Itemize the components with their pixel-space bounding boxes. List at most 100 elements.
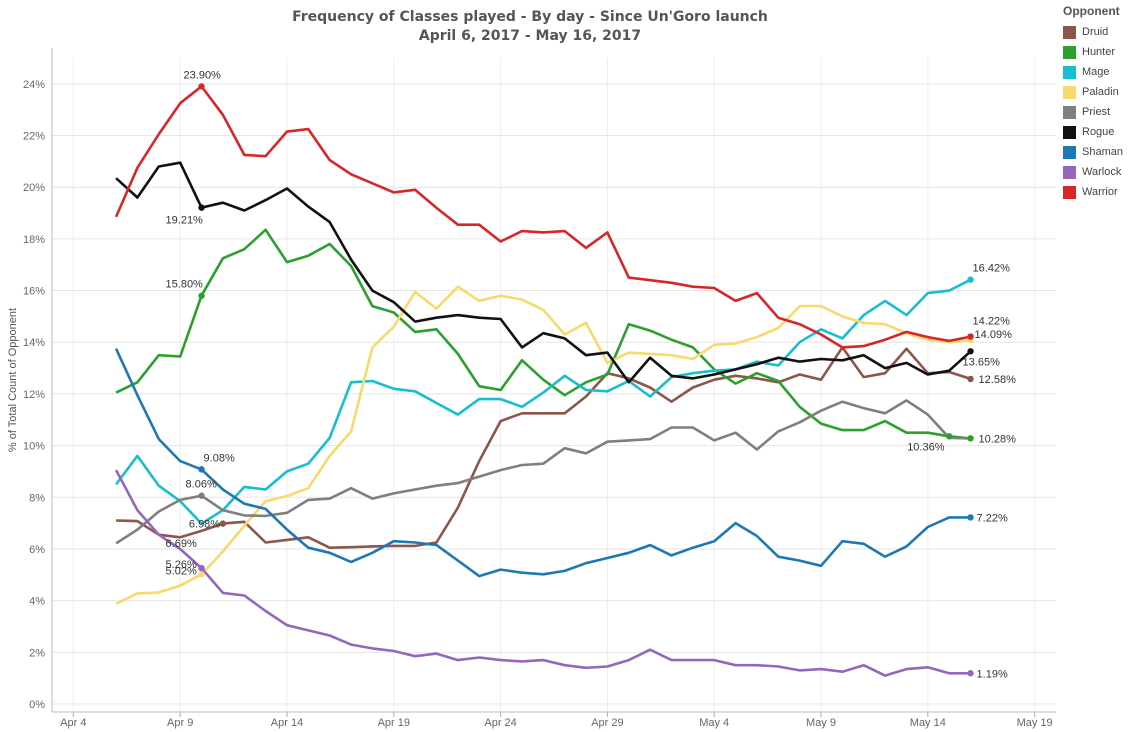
data-label-shaman: 9.08% (204, 452, 235, 464)
legend-swatch (1063, 85, 1076, 99)
data-point-priest (198, 492, 205, 499)
data-label-rogue: 13.65% (963, 356, 1001, 368)
y-tick-label: 14% (23, 337, 45, 349)
legend-swatch (1063, 145, 1076, 159)
x-tick-label: Apr 24 (484, 717, 516, 729)
data-labels: 6.98% 12.58% 15.80% 10.36% 10.28% 16.42% 5.02%… (166, 69, 1017, 680)
x-tick-label: Apr 9 (167, 717, 193, 729)
data-label-paladin: 5.02% (166, 565, 197, 577)
data-label-shaman: 7.22% (977, 512, 1008, 524)
legend-swatch (1063, 25, 1076, 39)
data-label-hunter: 15.80% (166, 279, 204, 291)
legend-label: Rogue (1082, 126, 1115, 138)
x-tick-label: Apr 4 (60, 717, 86, 729)
series-line-hunter (115, 228, 971, 440)
data-point-rogue (198, 204, 205, 211)
legend-item-druid[interactable]: Druid (1063, 22, 1129, 42)
legend-swatch (1063, 165, 1076, 179)
legend-swatch (1063, 65, 1076, 79)
legend-swatch (1063, 185, 1076, 199)
x-tick-label: May 19 (1017, 717, 1053, 729)
legend-item-mage[interactable]: Mage (1063, 62, 1129, 82)
legend-item-hunter[interactable]: Hunter (1063, 42, 1129, 62)
series-line-warlock (114, 469, 971, 677)
series-line-warrior (114, 85, 971, 349)
series-line-priest (115, 399, 971, 545)
data-label-priest: 8.06% (186, 479, 217, 491)
legend-label: Shaman (1082, 146, 1123, 158)
y-tick-label: 0% (29, 699, 45, 711)
x-tick-label: Apr 14 (271, 717, 303, 729)
data-point-druid (219, 520, 227, 527)
x-tick-label: May 4 (699, 717, 729, 729)
data-point-warrior (198, 83, 205, 90)
data-label-warlock: 5.26% (166, 559, 197, 571)
data-label-hunter: 10.36% (907, 441, 945, 453)
y-tick-label: 10% (23, 441, 45, 453)
legend-label: Priest (1082, 106, 1111, 118)
data-label-druid: 6.98% (189, 519, 220, 531)
legend-swatch (1063, 45, 1076, 59)
data-label-warrior: 14.22% (973, 316, 1011, 328)
data-label-paladin: 14.09% (975, 329, 1013, 341)
y-tick-label: 6% (29, 544, 45, 556)
data-point-warrior (967, 333, 974, 340)
legend-item-rogue[interactable]: Rogue (1063, 122, 1129, 142)
data-point-hunter (967, 435, 974, 442)
x-tick-label: May 9 (806, 717, 836, 729)
series-line-rogue (115, 161, 972, 384)
data-label-hunter: 10.28% (979, 433, 1017, 445)
data-label-warrior: 23.90% (184, 69, 222, 81)
y-tick-label: 16% (23, 286, 45, 298)
series-line-mage (115, 278, 972, 525)
x-tick-label: Apr 19 (378, 717, 410, 729)
data-point-hunter (945, 433, 953, 440)
data-label-druid: 12.58% (979, 374, 1017, 386)
legend-label: Warrior (1082, 186, 1118, 198)
y-tick-label: 24% (23, 79, 45, 91)
y-tick-label: 2% (29, 647, 45, 659)
series-line-shaman (114, 348, 971, 578)
legend-item-warrior[interactable]: Warrior (1063, 182, 1129, 202)
legend-item-warlock[interactable]: Warlock (1063, 162, 1129, 182)
legend-swatch (1063, 125, 1076, 139)
gridlines (52, 58, 1056, 712)
x-tick-label: Apr 29 (591, 717, 623, 729)
legend: Opponent Druid Hunter Mage Paladin Priest Rog… (1063, 4, 1129, 202)
data-point-shaman (967, 514, 974, 521)
legend-items: Druid Hunter Mage Paladin Priest Rogue Shaman W… (1063, 22, 1129, 202)
series-line-druid (116, 346, 971, 550)
data-point-warlock (198, 564, 205, 572)
data-label-warlock: 1.19% (977, 668, 1008, 680)
data-point-druid (967, 375, 974, 383)
data-point-warlock (967, 670, 974, 677)
y-tick-label: 12% (23, 389, 45, 401)
legend-label: Paladin (1082, 86, 1119, 98)
axes: 0% 2% 4% 6% 8% 10% 12% 14% 16% 18% 20% 22% 24% Apr 4 A… (23, 48, 1056, 729)
series-lines (114, 85, 972, 677)
y-tick-label: 4% (29, 596, 45, 608)
data-point-rogue (967, 348, 974, 355)
y-axis-title: % of Total Count of Opponent (7, 308, 19, 452)
legend-item-shaman[interactable]: Shaman (1063, 142, 1129, 162)
legend-item-paladin[interactable]: Paladin (1063, 82, 1129, 102)
data-point-mage (967, 276, 974, 283)
series-line-paladin (115, 285, 971, 605)
y-tick-label: 18% (23, 234, 45, 246)
data-point-paladin (198, 571, 205, 578)
legend-title: Opponent (1063, 4, 1120, 18)
y-tick-label: 22% (23, 131, 45, 143)
legend-label: Hunter (1082, 46, 1116, 58)
data-point-shaman (198, 466, 205, 473)
chart-title: Frequency of Classes played - By day - S… (292, 9, 768, 25)
legend-item-priest[interactable]: Priest (1063, 102, 1129, 122)
x-tick-label: May 14 (910, 717, 946, 729)
data-point-hunter (198, 292, 205, 299)
legend-label: Mage (1082, 66, 1110, 78)
data-label-rogue: 19.21% (166, 215, 204, 227)
y-tick-label: 8% (29, 492, 45, 504)
y-tick-label: 20% (23, 182, 45, 194)
data-label-druid: 6.69% (166, 538, 197, 550)
legend-swatch (1063, 105, 1076, 119)
legend-label: Warlock (1082, 166, 1122, 178)
